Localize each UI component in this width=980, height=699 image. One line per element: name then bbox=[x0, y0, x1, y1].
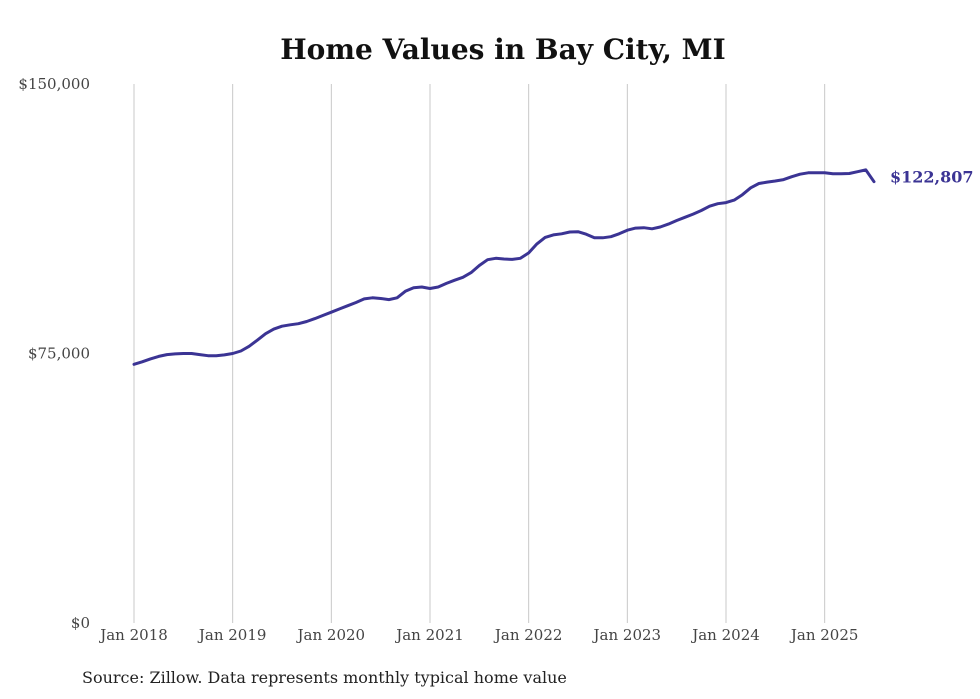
end-value-label: $122,807 bbox=[890, 168, 974, 187]
y-tick-label-0: $0 bbox=[71, 614, 90, 632]
chart-title: Home Values in Bay City, MI bbox=[280, 33, 726, 66]
x-tick-label-2021: Jan 2021 bbox=[394, 626, 464, 644]
x-tick-label-2023: Jan 2023 bbox=[592, 626, 662, 644]
series-line-home-value bbox=[132, 168, 876, 366]
x-tick-label-2024: Jan 2024 bbox=[690, 626, 760, 644]
x-tick-label-2019: Jan 2019 bbox=[197, 626, 267, 644]
y-axis-ticks: $0 $75,000 $150,000 bbox=[18, 75, 90, 632]
gridlines bbox=[133, 84, 826, 623]
source-note: Source: Zillow. Data represents monthly … bbox=[82, 668, 567, 687]
y-tick-label-75000: $75,000 bbox=[28, 345, 90, 363]
x-tick-label-2018: Jan 2018 bbox=[98, 626, 168, 644]
x-axis-ticks: Jan 2018 Jan 2019 Jan 2020 Jan 2021 Jan 2022… bbox=[98, 626, 858, 644]
x-tick-label-2025: Jan 2025 bbox=[789, 626, 859, 644]
x-tick-label-2020: Jan 2020 bbox=[296, 626, 366, 644]
y-tick-label-150000: $150,000 bbox=[18, 75, 90, 93]
x-tick-label-2022: Jan 2022 bbox=[493, 626, 563, 644]
